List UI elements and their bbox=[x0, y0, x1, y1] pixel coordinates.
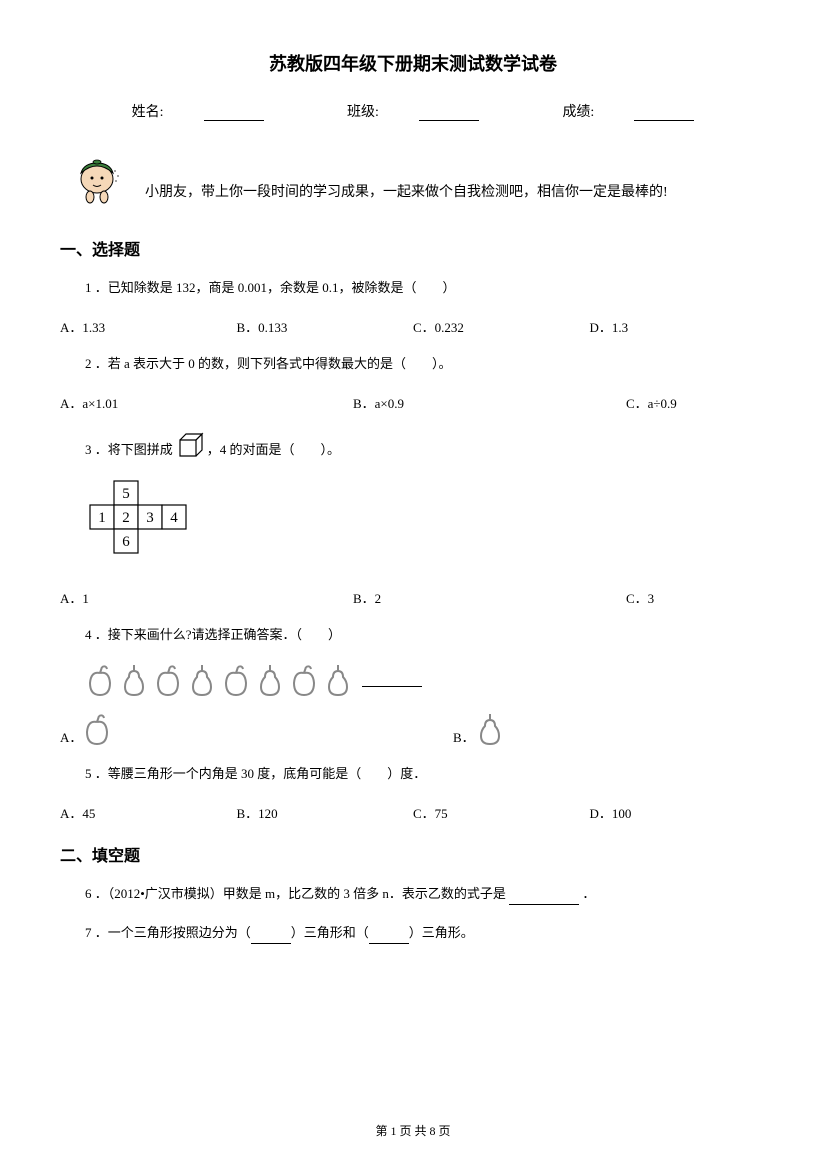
class-blank[interactable] bbox=[419, 107, 479, 121]
net-cell-2: 2 bbox=[122, 510, 130, 526]
q7-mid: ）三角形和（ bbox=[291, 925, 369, 940]
pear-icon bbox=[255, 663, 285, 697]
q6-text: 6 ．（2012•广汉市模拟）甲数是 m，比乙数的 3 倍多 n．表示乙数的式子… bbox=[85, 884, 766, 905]
net-cell-1: 1 bbox=[98, 510, 106, 526]
apple-icon bbox=[221, 663, 251, 697]
apple-icon bbox=[82, 712, 112, 746]
fruit-pattern-row bbox=[85, 663, 766, 697]
q1-opt-a[interactable]: A．1.33 bbox=[60, 317, 237, 336]
page-title: 苏教版四年级下册期末测试数学试卷 bbox=[60, 50, 766, 76]
q5-opt-b[interactable]: B．120 bbox=[237, 803, 414, 822]
q3-post: ，4 的对面是（ ）。 bbox=[207, 439, 340, 458]
q5-text: 5 ．等腰三角形一个内角是 30 度，底角可能是（ ）度． bbox=[85, 764, 766, 785]
name-blank[interactable] bbox=[204, 107, 264, 121]
apple-icon bbox=[289, 663, 319, 697]
section-2-header: 二、填空题 bbox=[60, 842, 766, 866]
q5-options: A．45 B．120 C．75 D．100 bbox=[60, 803, 766, 822]
q1-text: 1 ．已知除数是 132，商是 0.001，余数是 0.1，被除数是（ ） bbox=[85, 278, 766, 299]
q3-opt-a[interactable]: A．1 bbox=[60, 588, 293, 607]
pear-icon bbox=[119, 663, 149, 697]
q2-opt-c[interactable]: C．a÷0.9 bbox=[526, 393, 759, 412]
net-cell-5: 5 bbox=[122, 486, 130, 502]
q7-post: ）三角形。 bbox=[409, 925, 474, 940]
q3-opt-b[interactable]: B．2 bbox=[293, 588, 526, 607]
net-cell-6: 6 bbox=[122, 534, 130, 550]
intro-row: 小朋友，带上你一段时间的学习成果，一起来做个自我检测吧，相信你一定是最棒的! bbox=[60, 151, 766, 206]
q4-options: A． B． bbox=[60, 712, 766, 746]
net-cell-3: 3 bbox=[146, 510, 154, 526]
q6-main: 6 ．（2012•广汉市模拟）甲数是 m，比乙数的 3 倍多 n．表示乙数的式子… bbox=[85, 886, 506, 901]
apple-icon bbox=[85, 663, 115, 697]
student-info-line: 姓名: 班级: 成绩: bbox=[60, 101, 766, 121]
q3-options: A．1 B．2 C．3 bbox=[60, 588, 766, 607]
q2-opt-b[interactable]: B．a×0.9 bbox=[293, 393, 526, 412]
q2-text: 2 ．若 a 表示大于 0 的数，则下列各式中得数最大的是（ ）。 bbox=[85, 354, 766, 375]
pear-icon bbox=[323, 663, 353, 697]
q4-opt-b-label: B． bbox=[453, 727, 475, 746]
fruit-answer-blank[interactable] bbox=[362, 673, 422, 687]
q4-opt-a[interactable]: A． bbox=[60, 712, 413, 746]
q5-opt-a[interactable]: A．45 bbox=[60, 803, 237, 822]
page-footer: 第 1 页 共 8 页 bbox=[0, 1122, 826, 1139]
score-label: 成绩: bbox=[562, 105, 594, 120]
q2-opt-a[interactable]: A．a×1.01 bbox=[60, 393, 293, 412]
cube-icon bbox=[176, 430, 204, 458]
mascot-icon bbox=[70, 151, 125, 206]
cube-net-diagram: 5 1 2 3 4 6 bbox=[85, 478, 195, 558]
q7-blank-2[interactable] bbox=[369, 931, 409, 944]
q3-pre: 3 ．将下图拼成 bbox=[85, 439, 173, 458]
class-label: 班级: bbox=[347, 105, 379, 120]
pear-icon bbox=[187, 663, 217, 697]
score-blank[interactable] bbox=[634, 107, 694, 121]
q7-pre: 7 ．一个三角形按照边分为（ bbox=[85, 925, 251, 940]
q4-opt-b[interactable]: B． bbox=[413, 712, 766, 746]
intro-text: 小朋友，带上你一段时间的学习成果，一起来做个自我检测吧，相信你一定是最棒的! bbox=[145, 181, 668, 206]
q1-opt-d[interactable]: D．1.3 bbox=[590, 317, 767, 336]
q3-opt-c[interactable]: C．3 bbox=[526, 588, 759, 607]
q3-text: 3 ．将下图拼成 ，4 的对面是（ ）。 bbox=[85, 430, 766, 458]
q2-options: A．a×1.01 B．a×0.9 C．a÷0.9 bbox=[60, 393, 766, 412]
q1-options: A．1.33 B．0.133 C．0.232 D．1.3 bbox=[60, 317, 766, 336]
q7-text: 7 ．一个三角形按照边分为（ ）三角形和（ ）三角形。 bbox=[85, 923, 766, 944]
q7-blank-1[interactable] bbox=[251, 931, 291, 944]
net-cell-4: 4 bbox=[170, 510, 178, 526]
q4-text: 4 ．接下来画什么?请选择正确答案．（ ） bbox=[85, 625, 766, 646]
q1-opt-c[interactable]: C．0.232 bbox=[413, 317, 590, 336]
q6-tail: ． bbox=[582, 886, 595, 901]
section-1-header: 一、选择题 bbox=[60, 236, 766, 260]
q6-blank[interactable] bbox=[509, 892, 579, 905]
q5-opt-d[interactable]: D．100 bbox=[590, 803, 767, 822]
q1-opt-b[interactable]: B．0.133 bbox=[237, 317, 414, 336]
apple-icon bbox=[153, 663, 183, 697]
q4-opt-a-label: A． bbox=[60, 727, 82, 746]
q5-opt-c[interactable]: C．75 bbox=[413, 803, 590, 822]
name-label: 姓名: bbox=[132, 105, 164, 120]
pear-icon bbox=[475, 712, 505, 746]
